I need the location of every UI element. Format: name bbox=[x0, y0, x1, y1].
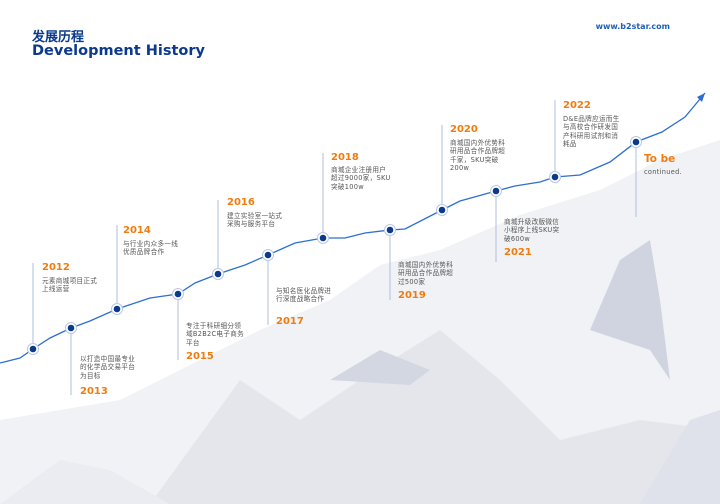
milestone-node[interactable] bbox=[212, 268, 224, 280]
milestone-year: 2016 bbox=[227, 197, 255, 208]
milestone-node[interactable] bbox=[27, 343, 39, 355]
milestone-node[interactable] bbox=[436, 204, 448, 216]
milestone-year: 2021 bbox=[504, 247, 532, 258]
milestone-description: 建立实验室一站式采购与服务平台 bbox=[227, 212, 283, 229]
milestone-node[interactable] bbox=[384, 224, 396, 236]
milestone-description: 专注于科研细分领域B2B2C电子商务平台 bbox=[186, 322, 245, 347]
milestone-node[interactable] bbox=[549, 171, 561, 183]
milestone-node[interactable] bbox=[111, 303, 123, 315]
arrow-head-icon bbox=[697, 93, 705, 102]
milestone-year: To be bbox=[644, 153, 676, 165]
milestone-description: 商城国内外优势科研用品合作品牌超过500家 bbox=[398, 261, 454, 286]
milestone-description: 元素商城项目正式上线运营 bbox=[42, 277, 98, 294]
milestone-node[interactable] bbox=[630, 136, 642, 148]
milestone-year: 2017 bbox=[276, 316, 304, 327]
milestone-node[interactable] bbox=[262, 249, 274, 261]
milestone-description: D&E品牌应运而生与高校合作研发国产科研用试剂和消耗品 bbox=[563, 115, 620, 148]
milestone-year: 2015 bbox=[186, 351, 214, 362]
milestone-description: 商城升级改版微信小程序上线SKU突破600w bbox=[504, 218, 560, 243]
milestone-node[interactable] bbox=[490, 185, 502, 197]
milestone-year: 2018 bbox=[331, 152, 359, 163]
milestone-year: 2014 bbox=[123, 225, 151, 236]
milestone-year: 2022 bbox=[563, 100, 591, 111]
milestone-description: continued. bbox=[644, 168, 682, 176]
website-link[interactable]: www.b2star.com bbox=[595, 22, 670, 31]
milestone-description: 以打造中国最专业的化学品交易平台为目标 bbox=[80, 355, 136, 380]
milestone-node[interactable] bbox=[172, 288, 184, 300]
page-title-cn: 发展历程 bbox=[32, 30, 85, 45]
milestone-description: 商城国内外优势科研用品合作品牌超千家，SKU突破200w bbox=[450, 139, 506, 172]
milestone-description: 与行业内众多一线优质品牌合作 bbox=[123, 240, 179, 257]
milestone-year: 2013 bbox=[80, 386, 108, 397]
mountain-background bbox=[0, 140, 720, 504]
milestone-year: 2020 bbox=[450, 124, 478, 135]
milestone-description: 与知名医化品牌进行深度战略合作 bbox=[276, 287, 332, 304]
milestone-year: 2012 bbox=[42, 262, 70, 273]
page-title-en: Development History bbox=[32, 43, 205, 59]
milestone-node[interactable] bbox=[317, 232, 329, 244]
milestone-node[interactable] bbox=[65, 322, 77, 334]
milestone-year: 2019 bbox=[398, 290, 426, 301]
milestone-description: 商城企业注册用户超过9000家，SKU突破100w bbox=[331, 166, 391, 191]
